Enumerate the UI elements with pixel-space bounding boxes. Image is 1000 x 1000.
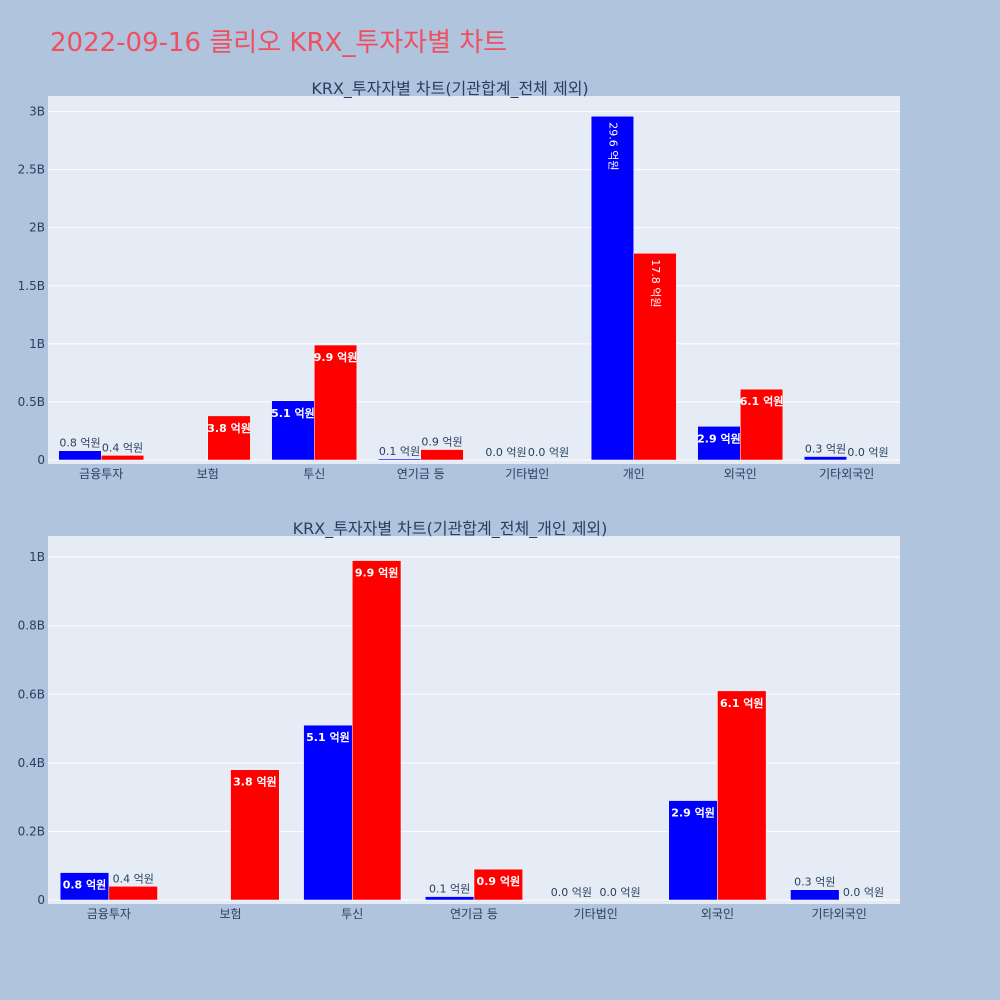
x-tick-label: 기타법인 — [505, 467, 549, 481]
bar — [352, 560, 402, 901]
data-label: 0.3 억원 — [794, 876, 835, 889]
plot-area-2 — [48, 536, 900, 904]
bar — [101, 455, 145, 461]
x-tick-label: 보험 — [197, 467, 219, 481]
y-tick-label: 0.4B — [18, 756, 45, 770]
y-tick-label: 1B — [29, 337, 45, 351]
x-tick-label: 개인 — [623, 467, 645, 481]
bar — [207, 415, 251, 461]
y-tick-label: 0.5B — [18, 395, 45, 409]
data-label: 0.0 억원 — [551, 886, 592, 899]
bar — [59, 872, 110, 901]
bar — [377, 458, 421, 461]
data-label: 0.1 억원 — [429, 883, 470, 896]
data-label: 0.3 억원 — [805, 443, 846, 456]
data-label: 3.8 억원 — [207, 421, 251, 435]
bar — [697, 426, 741, 461]
data-label: 9.9 억원 — [355, 566, 399, 580]
chart-title-1: KRX_투자자별 차트(기관합계_전체 제외) — [311, 79, 588, 99]
x-tick-label: 외국인 — [701, 907, 734, 921]
data-label: 0.0 억원 — [528, 446, 569, 459]
data-label: 0.8 억원 — [59, 437, 100, 450]
data-label: 0.0 억원 — [843, 886, 884, 899]
data-label: 6.1 억원 — [720, 696, 764, 710]
data-label: 6.1 억원 — [740, 394, 784, 408]
data-label: 0.9 억원 — [421, 436, 462, 449]
x-tick-label: 기타외국인 — [819, 467, 874, 481]
data-label: 0.4 억원 — [102, 441, 143, 454]
bar — [420, 449, 464, 461]
data-label: 29.6 억원 — [606, 122, 619, 170]
data-label: 5.1 억원 — [306, 730, 350, 744]
bar — [425, 896, 475, 901]
y-tick-label: 0.2B — [18, 824, 45, 838]
bar — [668, 800, 718, 901]
data-label: 0.0 억원 — [485, 446, 526, 459]
x-tick-label: 금융투자 — [87, 907, 131, 921]
bar — [271, 400, 315, 461]
data-label: 0.8 억원 — [63, 878, 107, 892]
data-label: 3.8 억원 — [233, 775, 277, 789]
x-tick-label: 투신 — [341, 907, 363, 921]
x-tick-label: 투신 — [303, 467, 325, 481]
y-tick-label: 0.6B — [18, 687, 45, 701]
x-tick-label: 기타외국인 — [812, 907, 867, 921]
y-tick-label: 1B — [29, 550, 45, 564]
x-tick-label: 금융투자 — [79, 467, 123, 481]
bar — [58, 450, 102, 461]
data-label: 5.1 억원 — [271, 406, 315, 420]
bar — [314, 344, 358, 461]
chart-title-2: KRX_투자자별 차트(기관합계_전체_개인 제외) — [293, 519, 608, 539]
bar — [590, 116, 635, 461]
bar — [303, 724, 353, 901]
data-label: 0.9 억원 — [477, 874, 521, 888]
data-label: 2.9 억원 — [671, 806, 715, 820]
x-tick-label: 보험 — [220, 907, 242, 921]
x-tick-label: 연기금 등 — [450, 907, 498, 921]
y-tick-label: 2B — [29, 221, 45, 235]
bar — [473, 868, 523, 901]
bar — [717, 690, 767, 901]
page-title: 2022-09-16 클리오 KRX_투자자별 차트 — [50, 28, 508, 58]
y-tick-label: 0 — [37, 453, 45, 467]
bar — [803, 456, 848, 461]
y-tick-label: 0 — [37, 893, 45, 907]
y-tick-label: 2.5B — [18, 163, 45, 177]
data-label: 17.8 억원 — [649, 259, 662, 307]
bar — [790, 889, 840, 901]
bar — [740, 388, 784, 461]
data-label: 0.0 억원 — [599, 886, 640, 899]
x-tick-label: 연기금 등 — [397, 467, 445, 481]
y-tick-label: 3B — [29, 105, 45, 119]
data-label: 9.9 억원 — [314, 350, 358, 364]
x-tick-label: 기타법인 — [574, 907, 618, 921]
bar — [230, 769, 280, 901]
bar — [108, 886, 158, 901]
y-tick-label: 0.8B — [18, 619, 45, 633]
bar — [633, 253, 677, 461]
data-label: 0.0 억원 — [847, 446, 888, 459]
data-label: 0.4 억원 — [113, 872, 154, 885]
data-label: 0.1 억원 — [379, 445, 420, 458]
x-tick-label: 외국인 — [724, 467, 757, 481]
y-tick-label: 1.5B — [18, 279, 45, 293]
data-label: 2.9 억원 — [697, 431, 741, 445]
